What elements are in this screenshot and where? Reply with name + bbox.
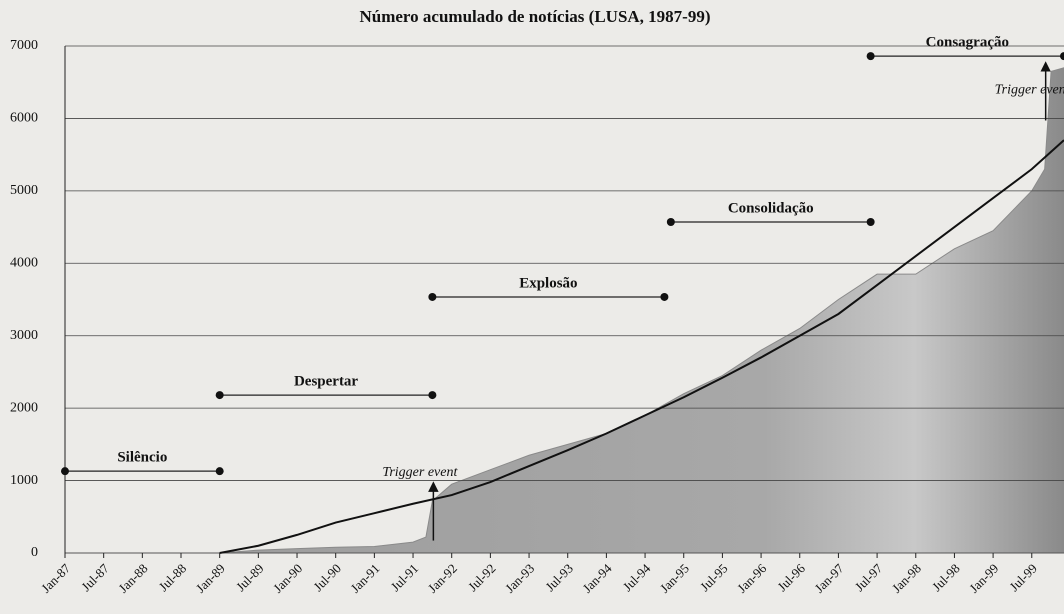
y-tick-label: 6000: [10, 111, 38, 126]
x-tick-label: Jan-87: [38, 560, 73, 595]
x-tick-label: Jul-94: [620, 560, 654, 594]
x-tick-label: Jul-88: [156, 561, 190, 595]
y-tick-label: 2000: [10, 400, 38, 415]
x-tick-label: Jul-87: [78, 560, 112, 594]
phase-dot: [215, 467, 224, 476]
x-tick-label: Jul-92: [465, 561, 499, 595]
chart-title: Número acumulado de notícias (LUSA, 1987…: [359, 7, 710, 26]
x-tick-label: Jul-93: [542, 561, 576, 595]
x-tick-label: Jan-93: [502, 561, 537, 596]
x-tick-label: Jan-97: [812, 560, 847, 595]
x-tick-label: Jan-99: [966, 561, 1001, 596]
phase-label: Despertar: [294, 374, 358, 390]
trigger-label: Trigger event: [382, 465, 458, 480]
phase-label: Explosão: [519, 275, 577, 291]
x-tick-label: Jul-98: [929, 561, 963, 595]
y-tick-label: 0: [31, 545, 38, 560]
phase-dot: [215, 391, 224, 400]
phase-dot: [428, 391, 437, 400]
phase-dot: [1060, 52, 1064, 61]
phase-dot: [61, 467, 69, 476]
x-tick-label: Jan-98: [889, 561, 924, 596]
x-tick-label: Jul-89: [233, 561, 267, 595]
y-tick-label: 4000: [10, 256, 38, 271]
x-tick-label: Jul-97: [852, 560, 886, 594]
y-tick-label: 5000: [10, 183, 38, 198]
x-tick-label: Jan-90: [270, 561, 305, 596]
phase-dot: [866, 218, 875, 227]
x-tick-label: Jul-99: [1006, 561, 1040, 595]
x-tick-label: Jan-89: [193, 561, 228, 596]
phase-label: Silêncio: [117, 450, 167, 466]
phase-dot: [428, 292, 437, 301]
phase-dot: [660, 292, 669, 301]
area: [65, 67, 1064, 554]
phase-label: Consolidação: [728, 200, 814, 216]
x-tick-label: Jan-91: [347, 561, 382, 596]
x-tick-label: Jan-94: [580, 560, 615, 595]
y-tick-label: 7000: [10, 38, 38, 53]
x-tick-label: Jan-96: [734, 560, 769, 595]
x-tick-label: Jul-96: [774, 560, 808, 594]
x-tick-label: Jul-91: [388, 561, 422, 595]
y-tick-label: 3000: [10, 328, 38, 343]
trigger-label: Trigger event: [995, 83, 1064, 98]
phase-dot: [866, 52, 875, 61]
phase-label: Consagração: [926, 35, 1009, 51]
x-tick-label: Jan-92: [425, 561, 460, 596]
y-tick-label: 1000: [10, 473, 38, 488]
x-tick-label: Jan-95: [657, 561, 692, 596]
x-tick-label: Jul-95: [697, 561, 731, 595]
phase-dot: [666, 218, 675, 227]
x-tick-label: Jan-88: [115, 561, 150, 596]
x-tick-label: Jul-90: [310, 561, 344, 595]
trend-line: [219, 139, 1064, 554]
